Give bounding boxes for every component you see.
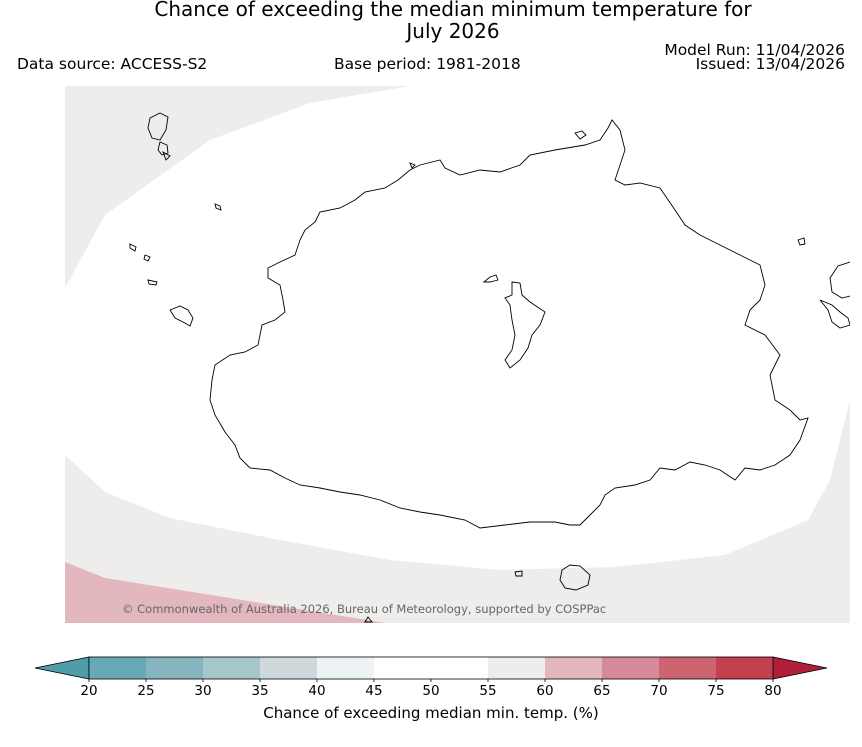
colorbar-segment <box>716 657 774 679</box>
colorbar-segment <box>431 657 489 679</box>
taveuni-coastline <box>504 281 546 369</box>
colorbar-segment <box>260 657 318 679</box>
coastlines <box>129 112 850 623</box>
islet-coastline <box>409 162 416 169</box>
colorbar-segment <box>659 657 717 679</box>
colorbar-tick-label: 65 <box>593 683 611 699</box>
title-line-2: July 2026 <box>406 19 500 43</box>
data-source-label: Data source: ACCESS-S2 <box>17 55 208 73</box>
colorbar-tick-label: 25 <box>137 683 155 699</box>
title-line-1: Chance of exceeding the median minimum t… <box>154 0 752 21</box>
base-period-label: Base period: 1981-2018 <box>334 55 521 73</box>
colorbar-tick-label: 60 <box>536 683 554 699</box>
east-island-coastline <box>829 261 850 299</box>
colorbar-segment <box>488 657 546 679</box>
south-island-coastline <box>559 564 591 591</box>
islet-coastline <box>482 274 499 283</box>
colorbar-tick-label: 45 <box>365 683 383 699</box>
islet-coastline <box>147 279 158 286</box>
colorbar-segment <box>89 657 147 679</box>
colorbar-segment <box>203 657 261 679</box>
colorbar-segment <box>374 657 432 679</box>
islet-coastline <box>169 305 194 327</box>
band-45-55-region <box>65 86 850 570</box>
islet-coastline <box>364 616 373 623</box>
colorbar-segment <box>317 657 375 679</box>
colorbar-tick-label: 70 <box>650 683 668 699</box>
copyright-notice: © Commonwealth of Australia 2026, Bureau… <box>122 602 607 616</box>
east-island-coastline <box>819 299 850 329</box>
islet-coastline <box>162 150 171 161</box>
islet-coastline <box>797 237 806 246</box>
colorbar-extend-low <box>34 656 90 680</box>
vanua-levu-coastline <box>209 119 809 529</box>
colorbar-tick-label: 40 <box>308 683 326 699</box>
colorbar-segment <box>146 657 204 679</box>
nw-island-coastline <box>147 112 169 141</box>
colorbar-tick-label: 75 <box>707 683 725 699</box>
colorbar-tick-label: 50 <box>422 683 440 699</box>
colorbar-label: Chance of exceeding median min. temp. (%… <box>263 704 599 722</box>
colorbar-tick-label: 35 <box>251 683 269 699</box>
colorbar-tick-label: 55 <box>479 683 497 699</box>
islet-coastline <box>129 243 137 252</box>
colorbar-segment <box>545 657 603 679</box>
map-title: Chance of exceeding the median minimum t… <box>0 0 862 42</box>
colorbar-extend-high <box>772 656 828 680</box>
band-60-65-region <box>65 562 385 623</box>
islet-coastline <box>514 570 523 577</box>
model-run-label: Model Run: 11/04/2026 <box>664 41 845 59</box>
nw-islet-coastline <box>157 141 169 156</box>
colorbar-segment <box>602 657 660 679</box>
colorbar-tick-label: 80 <box>764 683 782 699</box>
colorbar-tick-label: 30 <box>194 683 212 699</box>
colorbar-tick-label: 20 <box>80 683 98 699</box>
colorbar <box>34 656 828 682</box>
islet-coastline <box>214 203 222 211</box>
islet-coastline <box>574 130 587 140</box>
probability-field <box>65 86 850 623</box>
issued-label: Issued: 13/04/2026 <box>695 55 845 73</box>
islet-coastline <box>143 254 151 262</box>
